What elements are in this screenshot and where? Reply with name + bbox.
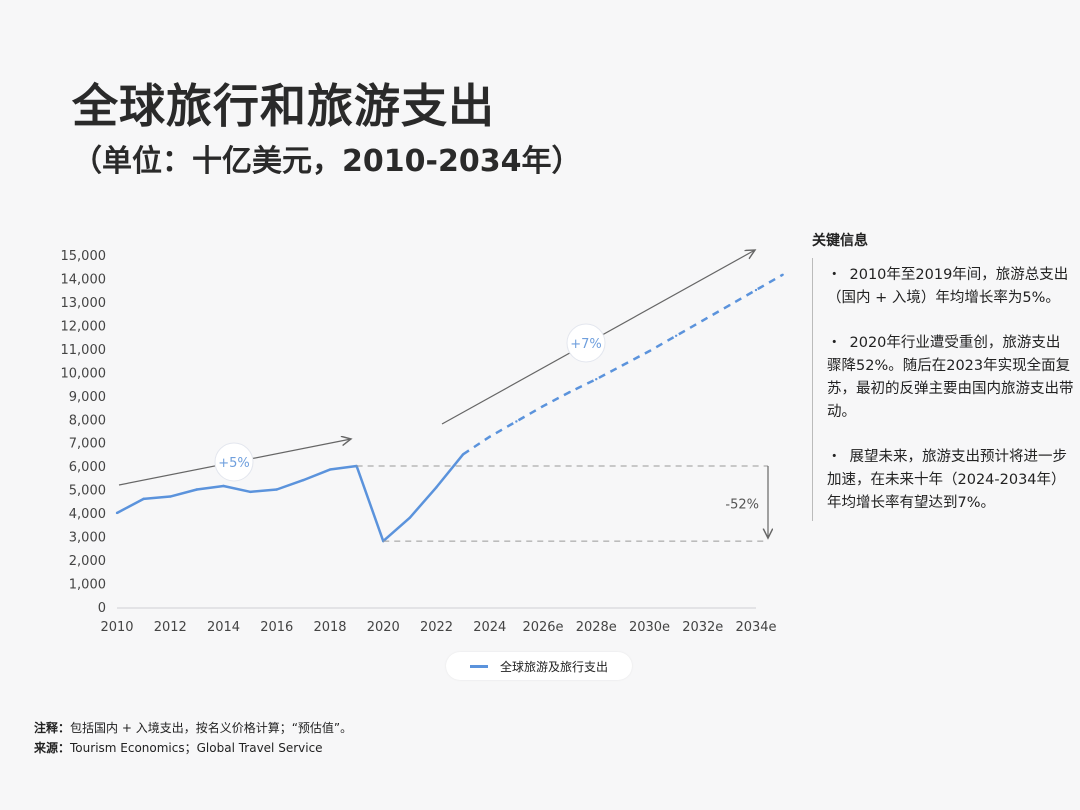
bullet-icon: ・ — [827, 267, 842, 283]
data-point — [701, 319, 704, 322]
page-title: 全球旅行和旅游支出 — [72, 79, 495, 133]
y-tick-label: 4,000 — [69, 507, 106, 522]
y-tick-label: 15,000 — [61, 249, 107, 264]
x-tick-label: 2022 — [420, 620, 453, 635]
data-point — [488, 435, 491, 438]
y-tick-label: 3,000 — [69, 531, 106, 546]
growth-5-label: +5% — [218, 456, 250, 471]
y-tick-label: 9,000 — [69, 390, 106, 405]
data-point — [142, 497, 145, 501]
x-tick-label: 2024 — [473, 620, 506, 635]
data-point — [541, 404, 545, 408]
data-point — [328, 468, 332, 471]
data-point — [515, 420, 518, 423]
x-tick-label: 2032e — [682, 620, 723, 635]
data-point — [302, 478, 305, 482]
data-point — [648, 349, 651, 353]
y-tick-label: 0 — [98, 601, 106, 616]
y-tick-label: 7,000 — [69, 437, 106, 452]
data-point — [728, 304, 731, 307]
data-point — [674, 334, 678, 337]
y-tick-label: 11,000 — [61, 343, 107, 358]
drop-label: -52% — [725, 498, 759, 513]
data-point — [435, 485, 438, 489]
data-point — [248, 490, 252, 494]
key-info-item: ・ 2010年至2019年间，旅游总支出（国内 + 入境）年均增长率为5%。 — [827, 267, 1069, 306]
data-point — [115, 511, 119, 515]
series-line-actual — [116, 453, 465, 543]
legend-label: 全球旅游及旅行支出 — [499, 659, 608, 674]
x-tick-label: 2034e — [735, 620, 776, 635]
x-tick-label: 2010 — [100, 620, 133, 635]
y-tick-label: 5,000 — [69, 484, 106, 499]
y-tick-label: 10,000 — [61, 366, 107, 381]
x-tick-label: 2020 — [367, 620, 400, 635]
page-subtitle: （单位：十亿美元，2010-2034年） — [72, 144, 582, 179]
key-info-item: ・展望未来，旅游支出预计将进一步加速，在未来十年（2024-2034年）年均增长… — [827, 449, 1067, 511]
y-tick-label: 2,000 — [69, 554, 106, 569]
y-tick-label: 13,000 — [61, 296, 107, 311]
y-tick-label: 1,000 — [69, 578, 106, 593]
data-point — [754, 288, 758, 292]
data-point — [222, 484, 225, 488]
data-point — [781, 273, 784, 276]
x-tick-label: 2014 — [207, 620, 240, 635]
x-tick-label: 2028e — [576, 620, 617, 635]
growth-7-label: +7% — [570, 337, 602, 352]
bullet-icon: ・ — [827, 335, 842, 351]
key-info-item: ・ 2020年行业遭受重创，旅游支出骤降52%。随后在2023年实现全面复苏，最初… — [827, 335, 1074, 420]
y-tick-label: 6,000 — [69, 460, 106, 475]
key-info-list: ・ 2010年至2019年间，旅游总支出（国内 + 入境）年均增长率为5%。 ・ 2… — [812, 258, 1074, 521]
y-tick-label: 8,000 — [69, 413, 106, 428]
footer-source: 来源：Tourism Economics；Global Travel Servi… — [34, 741, 323, 755]
x-tick-label: 2018 — [313, 620, 346, 635]
data-point — [408, 516, 412, 519]
data-point — [169, 495, 172, 498]
line-chart: 0 1,000 2,000 3,000 4,000 5,000 6,000 7,000 8,00… — [61, 249, 784, 635]
legend-swatch — [469, 664, 488, 668]
data-point — [275, 488, 278, 491]
key-info-panel: 关键信息 ・ 2010年至2019年间，旅游总支出（国内 + 入境）年均增长率为5… — [812, 230, 1074, 521]
data-point — [621, 363, 625, 367]
footer: 注释：包括国内 + 入境支出，按名义价格计算；“预估值”。 来源：Tourism… — [34, 718, 352, 758]
x-tick-label: 2030e — [629, 620, 670, 635]
growth-5-bubble — [214, 442, 254, 482]
data-point — [595, 378, 598, 381]
y-tick-label: 12,000 — [61, 319, 107, 334]
x-tick-label: 2026e — [522, 620, 563, 635]
y-tick-label: 14,000 — [61, 272, 107, 287]
data-point — [195, 488, 199, 491]
growth-7-bubble — [566, 323, 606, 363]
data-point — [568, 390, 571, 394]
key-info-title: 关键信息 — [812, 233, 868, 249]
footer-note: 注释：包括国内 + 入境支出，按名义价格计算；“预估值”。 — [34, 721, 353, 735]
x-tick-label: 2016 — [260, 620, 293, 635]
bullet-icon: ・ — [827, 449, 842, 465]
chart-legend: 全球旅游及旅行支出 — [446, 652, 632, 680]
x-tick-label: 2012 — [154, 620, 187, 635]
